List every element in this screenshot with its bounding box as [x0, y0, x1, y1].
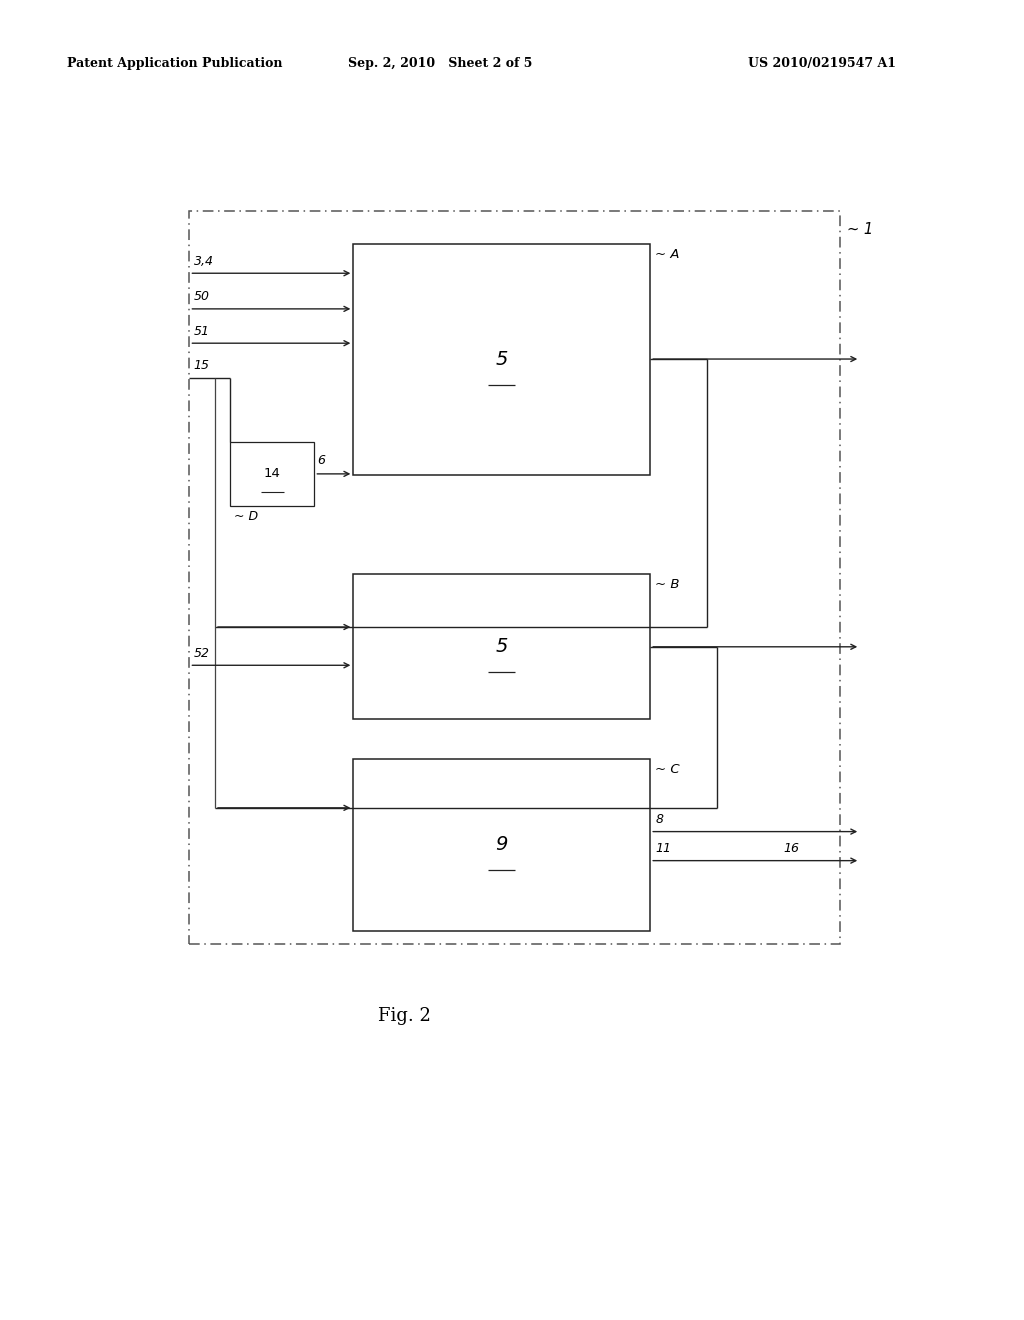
Bar	[353, 244, 650, 475]
Text: ~ 1: ~ 1	[847, 222, 873, 236]
Text: 14: 14	[264, 467, 281, 480]
Text: ~ D: ~ D	[234, 510, 259, 523]
Text: Patent Application Publication: Patent Application Publication	[67, 57, 282, 70]
Bar	[353, 574, 650, 719]
Text: 11: 11	[655, 842, 672, 855]
Text: 5: 5	[496, 350, 508, 370]
Text: 5: 5	[496, 638, 508, 656]
Text: 6: 6	[317, 454, 326, 467]
Bar	[230, 442, 314, 506]
Text: US 2010/0219547 A1: US 2010/0219547 A1	[748, 57, 896, 70]
Text: 16: 16	[783, 842, 800, 855]
Text: 8: 8	[655, 813, 664, 826]
Bar	[189, 211, 840, 944]
Text: Sep. 2, 2010   Sheet 2 of 5: Sep. 2, 2010 Sheet 2 of 5	[348, 57, 532, 70]
Text: ~ A: ~ A	[655, 248, 680, 261]
Bar	[353, 759, 650, 931]
Text: 3,4: 3,4	[194, 255, 214, 268]
Text: 15: 15	[194, 359, 210, 372]
Text: Fig. 2: Fig. 2	[378, 1007, 431, 1026]
Text: 50: 50	[194, 290, 210, 304]
Text: 51: 51	[194, 325, 210, 338]
Text: 52: 52	[194, 647, 210, 660]
Text: ~ B: ~ B	[655, 578, 680, 591]
Text: 9: 9	[496, 836, 508, 854]
Text: ~ C: ~ C	[655, 763, 680, 776]
